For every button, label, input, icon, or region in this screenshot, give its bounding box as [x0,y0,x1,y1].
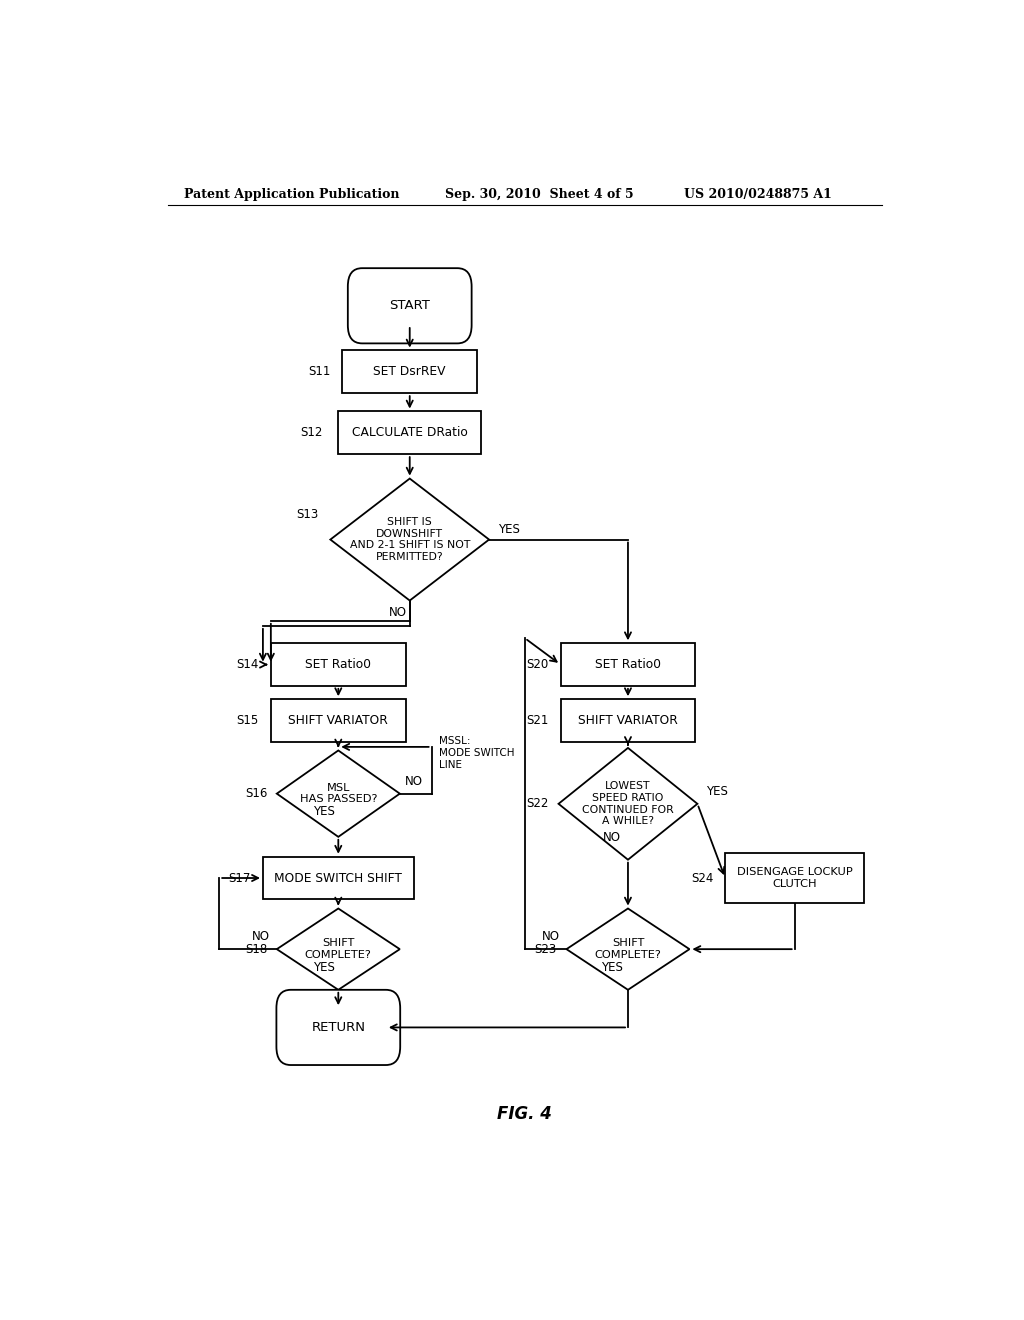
Text: S11: S11 [308,366,331,379]
Text: START: START [389,300,430,313]
Text: MSL
HAS PASSED?: MSL HAS PASSED? [300,783,377,804]
Bar [270,643,406,686]
Bar [263,857,414,899]
Text: YES: YES [707,785,728,799]
Text: MSSL:
MODE SWITCH
LINE: MSSL: MODE SWITCH LINE [439,737,515,770]
Text: SET DsrREV: SET DsrREV [374,366,446,379]
Bar [560,700,695,742]
Text: RETURN: RETURN [311,1020,366,1034]
Text: CALCULATE DRatio: CALCULATE DRatio [352,426,468,440]
Text: S16: S16 [245,787,267,800]
Text: US 2010/0248875 A1: US 2010/0248875 A1 [684,189,831,202]
Text: SHIFT VARIATOR: SHIFT VARIATOR [289,714,388,727]
Text: S18: S18 [245,942,267,956]
Bar [270,700,406,742]
Text: NO: NO [603,830,622,843]
Text: Patent Application Publication: Patent Application Publication [183,189,399,202]
Text: DISENGAGE LOCKUP
CLUTCH: DISENGAGE LOCKUP CLUTCH [736,867,853,888]
Bar [560,643,695,686]
Text: NO: NO [406,775,423,788]
Text: FIG. 4: FIG. 4 [498,1105,552,1123]
Text: SET Ratio0: SET Ratio0 [305,659,372,671]
Text: YES: YES [601,961,623,974]
Text: S17: S17 [228,871,251,884]
Text: S12: S12 [300,426,323,440]
Polygon shape [276,751,399,837]
Text: S13: S13 [296,508,318,520]
Text: S23: S23 [535,942,557,956]
Text: SHIFT
COMPLETE?: SHIFT COMPLETE? [305,939,372,960]
Text: S14: S14 [237,659,259,671]
Polygon shape [566,908,689,990]
Polygon shape [558,748,697,859]
Text: MODE SWITCH SHIFT: MODE SWITCH SHIFT [274,871,402,884]
Text: YES: YES [313,961,335,974]
Polygon shape [276,908,399,990]
Text: NO: NO [252,931,270,944]
Text: NO: NO [542,931,559,944]
Bar [342,351,477,393]
Text: Sep. 30, 2010  Sheet 4 of 5: Sep. 30, 2010 Sheet 4 of 5 [445,189,634,202]
Text: SET Ratio0: SET Ratio0 [595,659,660,671]
Bar [338,412,481,454]
Text: S15: S15 [237,714,259,727]
Bar [725,853,864,903]
Text: YES: YES [498,523,520,536]
FancyBboxPatch shape [348,268,472,343]
Text: S22: S22 [526,797,549,810]
Text: SHIFT IS
DOWNSHIFT
AND 2-1 SHIFT IS NOT
PERMITTED?: SHIFT IS DOWNSHIFT AND 2-1 SHIFT IS NOT … [349,517,470,562]
Text: NO: NO [389,606,407,619]
Text: SHIFT VARIATOR: SHIFT VARIATOR [579,714,678,727]
Text: YES: YES [313,805,335,818]
FancyBboxPatch shape [276,990,400,1065]
Text: S24: S24 [691,871,714,884]
Polygon shape [331,479,489,601]
Text: LOWEST
SPEED RATIO
CONTINUED FOR
A WHILE?: LOWEST SPEED RATIO CONTINUED FOR A WHILE… [582,781,674,826]
Text: S20: S20 [526,659,549,671]
Text: SHIFT
COMPLETE?: SHIFT COMPLETE? [595,939,662,960]
Text: S21: S21 [526,714,549,727]
